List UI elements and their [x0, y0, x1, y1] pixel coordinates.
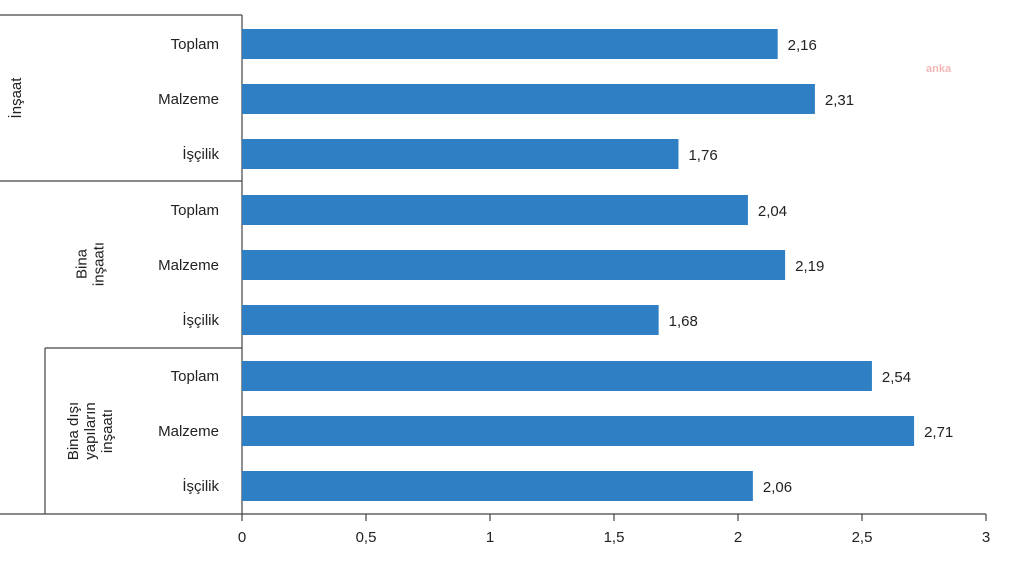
x-tick-label: 1 [486, 529, 494, 546]
data-label: 1,68 [669, 313, 698, 330]
bar [242, 139, 679, 169]
group-label: İnşaat [7, 77, 25, 119]
data-label: 2,19 [795, 258, 824, 275]
category-label: Toplam [171, 36, 219, 53]
category-label: İşçilik [182, 477, 219, 495]
category-label: Malzeme [158, 91, 219, 108]
category-label: Malzeme [158, 257, 219, 274]
bar [242, 361, 872, 391]
category-label: Toplam [171, 202, 219, 219]
data-label: 1,76 [688, 147, 717, 164]
bar [242, 471, 753, 501]
x-tick-label: 3 [982, 529, 990, 546]
bar [242, 29, 778, 59]
x-tick-label: 2 [734, 529, 742, 546]
category-label: Malzeme [158, 423, 219, 440]
bar [242, 416, 915, 446]
data-label: 2,06 [763, 479, 792, 496]
watermark-logo: anka [926, 63, 952, 75]
data-label: 2,54 [882, 369, 911, 386]
x-tick-label: 2,5 [852, 529, 873, 546]
bar [242, 305, 659, 335]
group-label-line: inşaatı [91, 242, 108, 286]
data-label: 2,71 [924, 424, 953, 441]
category-label: İşçilik [182, 311, 219, 329]
bar [242, 250, 786, 280]
data-label: 2,04 [758, 203, 787, 220]
category-label: İşçilik [182, 145, 219, 163]
category-label: Toplam [171, 368, 219, 385]
bar [242, 84, 815, 114]
group-label-line: yapıların [82, 402, 99, 460]
data-label: 2,16 [788, 37, 817, 54]
bar [242, 195, 748, 225]
group-label-line: Bina dışı [65, 402, 82, 460]
x-tick-label: 0,5 [356, 529, 377, 546]
group-label-line: Bina [74, 248, 91, 279]
group-label: Binainşaatı [74, 242, 108, 286]
data-label: 2,31 [825, 92, 854, 109]
x-tick-label: 1,5 [604, 529, 625, 546]
group-label-line: İnşaat [7, 77, 25, 119]
group-label-line: inşaatı [99, 409, 116, 453]
x-tick-label: 0 [238, 529, 246, 546]
group-label: Bina dışıyapılarıninşaatı [65, 402, 116, 460]
